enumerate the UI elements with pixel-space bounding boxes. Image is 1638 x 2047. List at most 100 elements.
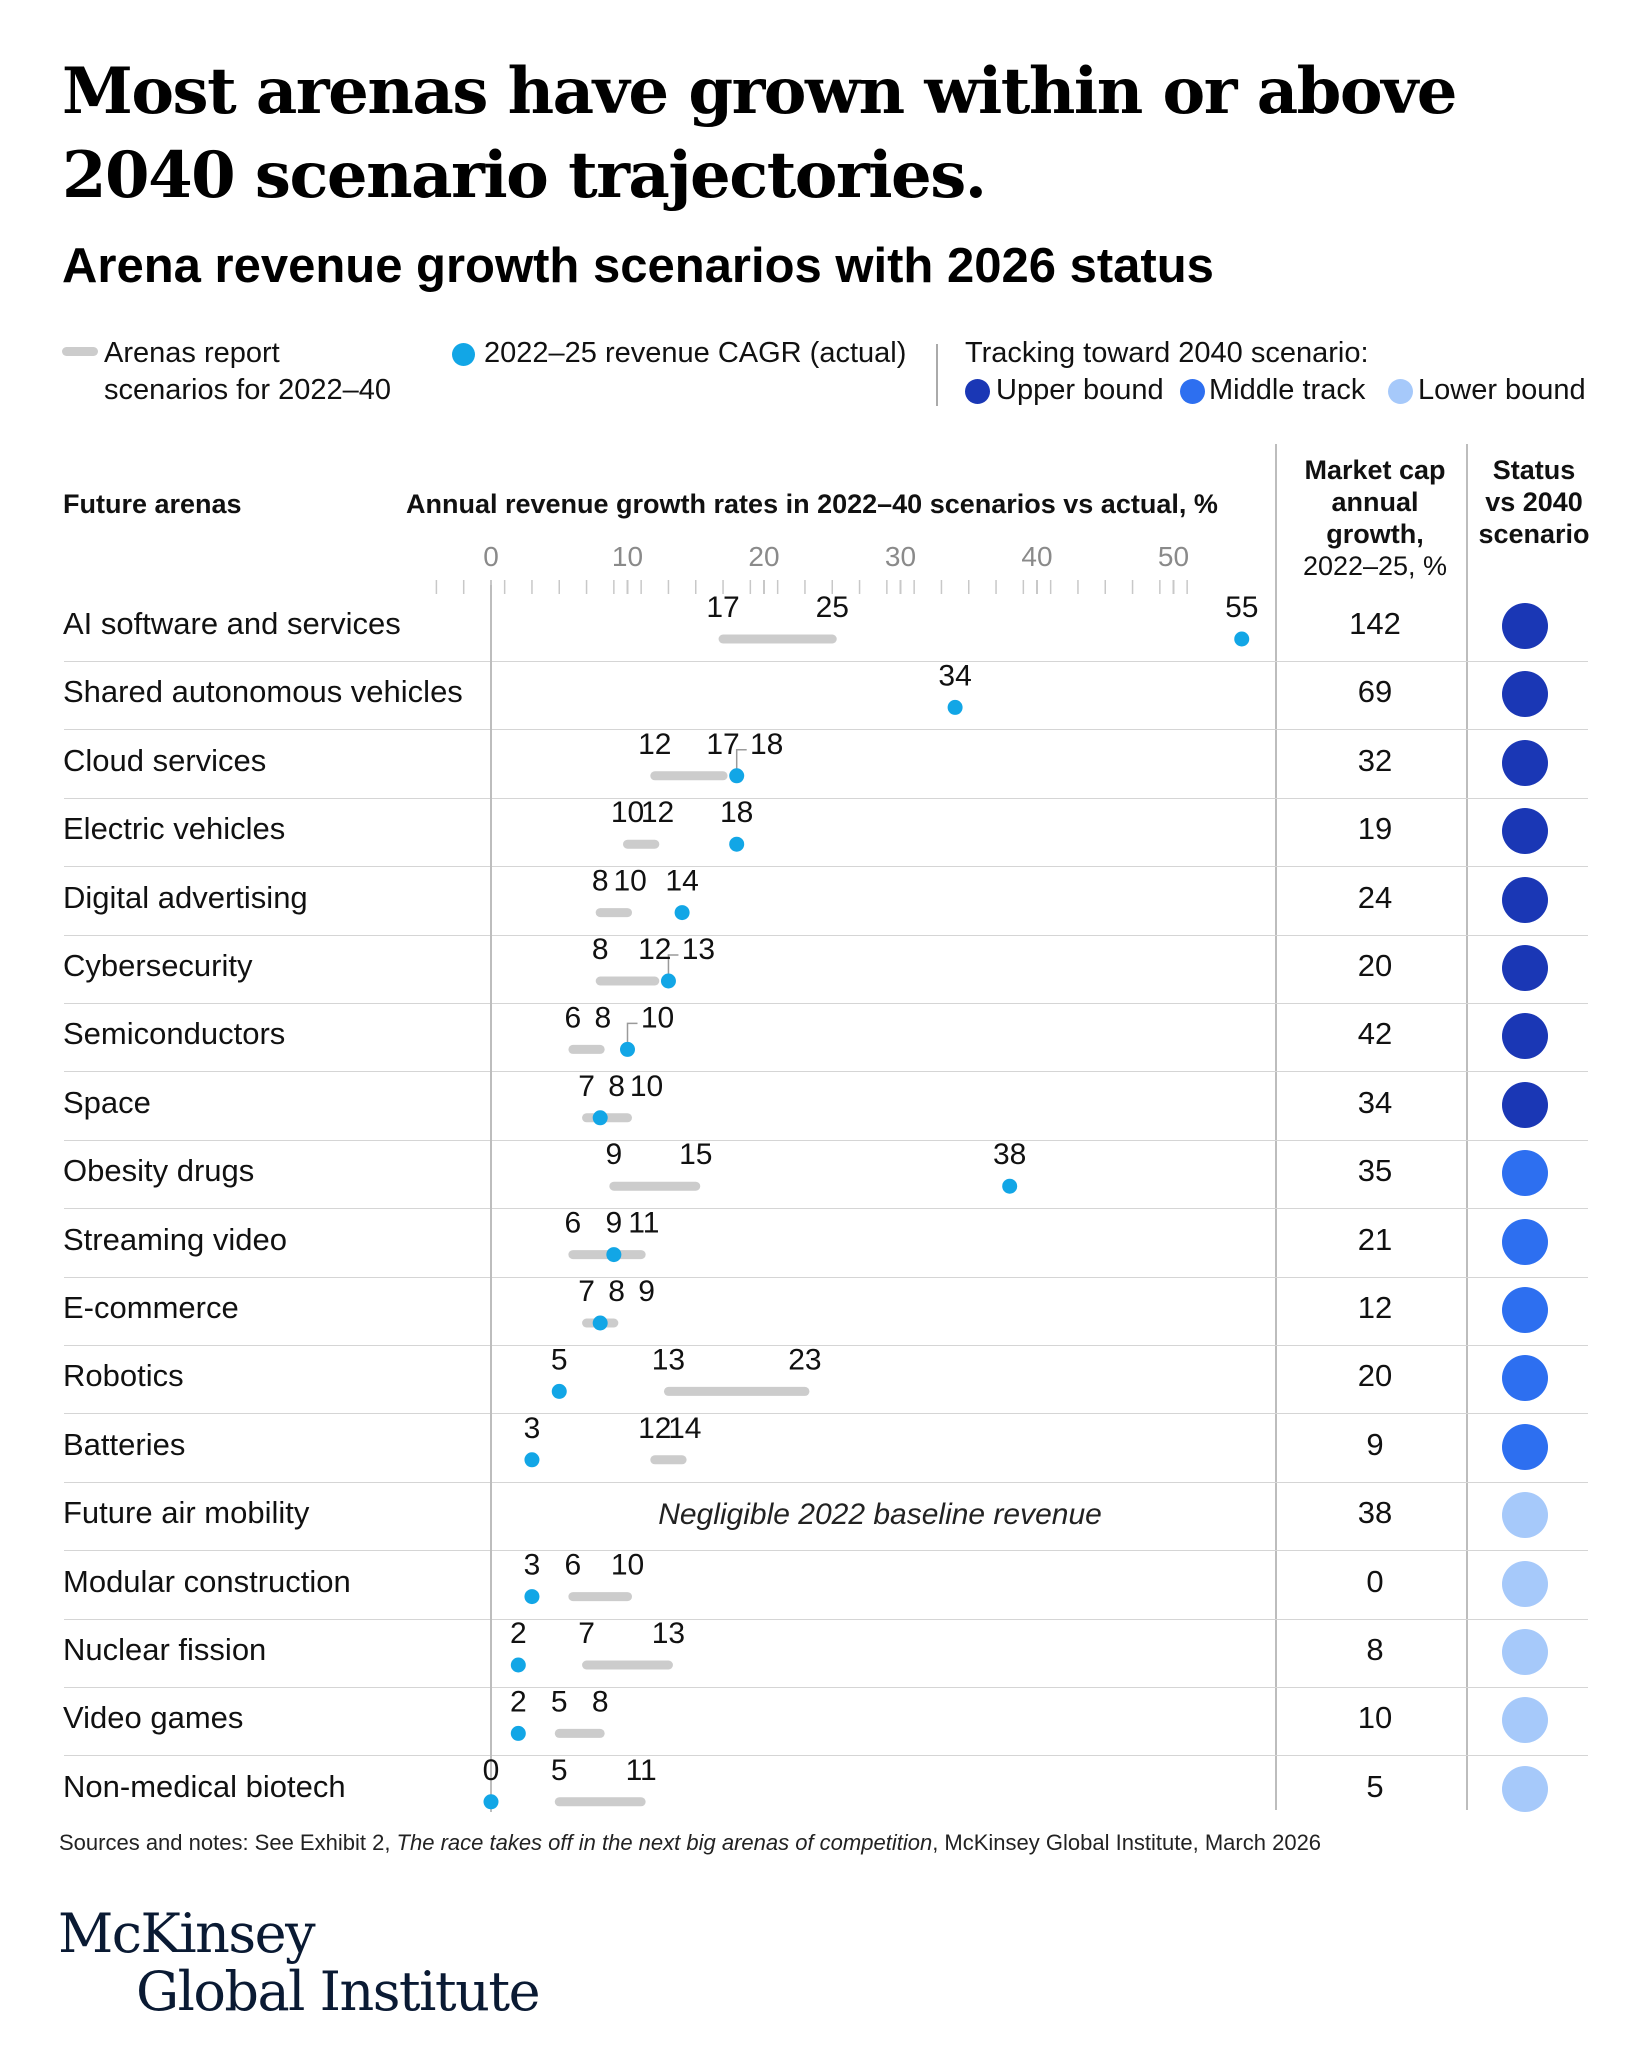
status-dot-middle-track <box>1502 1150 1548 1197</box>
arena-label: Cybersecurity <box>63 948 253 983</box>
header-growth-rates: Annual revenue growth rates in 2022–40 s… <box>406 489 1218 519</box>
arena-label: Digital advertising <box>63 879 308 915</box>
scenario-high-label: 13 <box>652 1617 685 1650</box>
scenario-low-label: 7 <box>578 1275 595 1308</box>
row-divider <box>64 1755 1588 1757</box>
actual-label: 8 <box>608 1070 625 1103</box>
actual-label: 0 <box>483 1754 500 1787</box>
scenario-high-label: 10 <box>630 1070 663 1103</box>
row-divider <box>64 1618 1588 1620</box>
status-column-divider <box>1466 444 1468 1810</box>
status-dot-middle-track <box>1502 1355 1548 1402</box>
legend-divider <box>936 344 938 406</box>
status-dot-upper-bound <box>1502 1013 1548 1060</box>
row-divider <box>64 1413 1588 1415</box>
arena-label: Robotics <box>63 1358 184 1394</box>
label-connector <box>667 954 679 981</box>
actual-label: 18 <box>750 728 783 761</box>
legend-middle-dot <box>1180 379 1205 404</box>
arena-label: Space <box>63 1084 151 1120</box>
market-cap-value: 0 <box>1366 1563 1384 1599</box>
actual-cagr-dot <box>660 973 676 989</box>
x-axis-tick-label: 30 <box>885 541 916 572</box>
x-axis-tick-label: 40 <box>1021 541 1052 572</box>
scenario-high-label: 17 <box>706 728 739 761</box>
actual-label: 8 <box>608 1275 625 1308</box>
actual-label: 13 <box>682 933 715 966</box>
mcap-column-divider <box>1275 444 1277 1810</box>
row-divider <box>64 729 1588 731</box>
actual-cagr-dot <box>729 768 745 784</box>
x-axis-tick-label: 10 <box>612 541 643 572</box>
status-dot-upper-bound <box>1502 603 1548 649</box>
row-divider <box>64 1550 1588 1552</box>
actual-label: 9 <box>606 1207 623 1240</box>
market-cap-value: 142 <box>1349 606 1401 641</box>
legend-range-swatch <box>62 347 98 356</box>
arena-label: AI software and services <box>63 606 401 641</box>
scenario-low-label: 17 <box>706 591 739 624</box>
actual-label: 3 <box>524 1549 541 1582</box>
status-dot-lower-bound <box>1502 1629 1548 1675</box>
scenario-low-label: 7 <box>578 1070 595 1103</box>
status-dot-upper-bound <box>1502 739 1548 786</box>
status-dot-upper-bound <box>1502 876 1548 923</box>
row-divider <box>64 1139 1588 1141</box>
scenario-high-label: 8 <box>592 1685 609 1718</box>
arena-label: Modular construction <box>63 1563 351 1599</box>
row-divider <box>64 1481 1588 1483</box>
status-dot-middle-track <box>1502 1287 1548 1333</box>
x-axis-tick-label: 20 <box>748 541 779 572</box>
actual-label: 5 <box>551 1343 568 1376</box>
row-divider <box>64 1687 1588 1688</box>
actual-cagr-dot <box>524 1452 540 1468</box>
arena-label: Non-medical biotech <box>63 1768 346 1804</box>
scenario-high-label: 10 <box>611 1549 644 1582</box>
status-dot-upper-bound <box>1502 1081 1548 1128</box>
actual-cagr-dot <box>947 699 963 715</box>
row-divider <box>64 797 1588 799</box>
actual-label: 34 <box>938 659 971 692</box>
scenario-low-label: 5 <box>551 1685 568 1718</box>
footnote: Sources and notes: See Exhibit 2, The ra… <box>59 1830 1322 1855</box>
scenario-low-label: 6 <box>565 1207 582 1240</box>
legend-lower-dot <box>1388 379 1413 404</box>
actual-cagr-dot <box>510 1657 526 1673</box>
market-cap-value: 8 <box>1366 1632 1384 1667</box>
scenario-low-label: 5 <box>551 1754 568 1787</box>
logo-mckinsey: McKinsey <box>58 1902 316 1965</box>
market-cap-value: 38 <box>1357 1495 1393 1531</box>
scenario-low-label: 9 <box>606 1138 623 1171</box>
scenario-low-label: 6 <box>565 1001 582 1034</box>
market-cap-value: 32 <box>1357 742 1393 778</box>
row-divider <box>64 1071 1588 1073</box>
header-status: Status vs 2040 scenario <box>1478 455 1590 549</box>
market-cap-value: 19 <box>1357 811 1393 847</box>
arena-label: Batteries <box>63 1426 186 1462</box>
label-connector <box>626 1022 638 1050</box>
market-cap-value: 34 <box>1357 1084 1393 1120</box>
scenario-low-label: 12 <box>638 1412 671 1445</box>
arena-label: Streaming video <box>63 1221 288 1257</box>
row-divider <box>64 1208 1588 1210</box>
scenario-high-label: 11 <box>626 1754 657 1787</box>
market-cap-value: 12 <box>1357 1290 1393 1325</box>
scenario-low-label: 8 <box>592 865 609 898</box>
legend-actual-dot <box>452 343 475 366</box>
actual-cagr-dot <box>524 1589 540 1605</box>
status-dot-upper-bound <box>1502 671 1548 718</box>
actual-cagr-dot <box>592 1110 608 1126</box>
arena-label: Video games <box>63 1700 244 1736</box>
scenario-high-label: 10 <box>614 865 647 898</box>
row-divider <box>64 1276 1588 1278</box>
header-market-cap: Market cap annual growth, 2022–25, % <box>1302 455 1448 581</box>
status-dot-middle-track <box>1502 1423 1548 1470</box>
status-dot-lower-bound <box>1502 1492 1548 1539</box>
scenario-low-label: 6 <box>565 1549 582 1582</box>
chart-subtitle: Arena revenue growth scenarios with 2026… <box>62 239 1214 293</box>
actual-cagr-dot <box>729 836 745 852</box>
actual-label: 55 <box>1225 591 1258 624</box>
scenario-high-label: 12 <box>638 933 671 966</box>
status-dot-lower-bound <box>1502 1697 1548 1744</box>
